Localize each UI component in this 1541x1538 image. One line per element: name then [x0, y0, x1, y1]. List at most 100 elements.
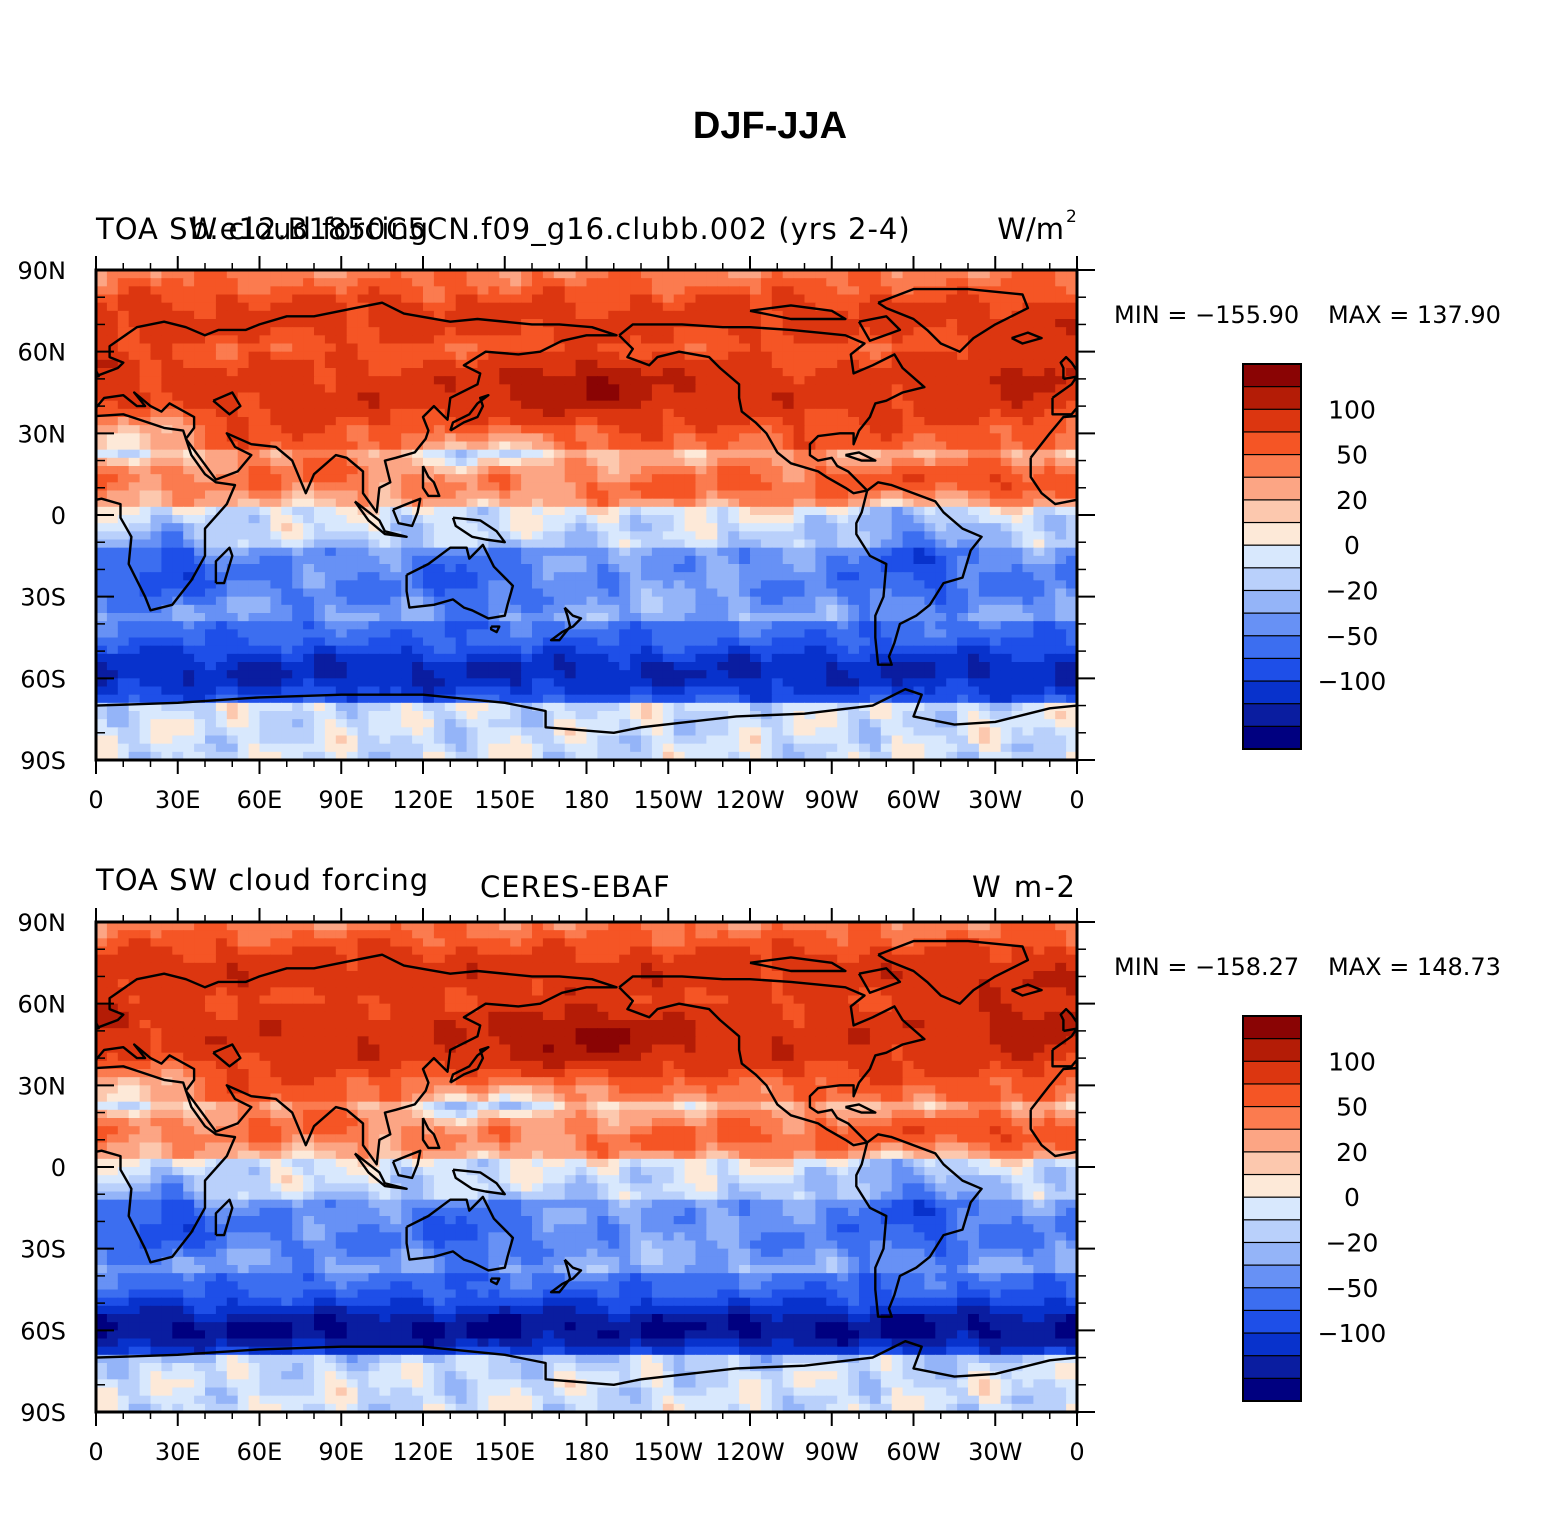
heatmap-cell [750, 645, 762, 655]
heatmap-cell [455, 596, 468, 606]
heatmap-cell [1055, 392, 1067, 402]
heatmap-cell [259, 629, 271, 639]
heatmap-cell [935, 506, 947, 516]
heatmap-cell [1000, 523, 1013, 532]
heatmap-cell [1033, 506, 1045, 516]
heatmap-cell [117, 498, 130, 508]
heatmap-cell [793, 294, 806, 304]
heatmap-cell [161, 547, 173, 557]
heatmap-cell [1055, 286, 1067, 296]
heatmap-cell [717, 327, 729, 336]
heatmap-cell [826, 515, 838, 524]
heatmap-cell [390, 474, 402, 483]
heatmap-cell [379, 678, 391, 688]
heatmap-cell [891, 702, 904, 712]
heatmap-cell [641, 572, 653, 581]
heatmap-cell [357, 702, 370, 712]
heatmap-cell [608, 417, 620, 426]
heatmap-cell [935, 376, 947, 385]
heatmap-cell [946, 310, 958, 320]
heatmap-cell [106, 645, 119, 655]
heatmap-cell [575, 547, 588, 557]
heatmap-cell [750, 580, 762, 590]
heatmap-cell [706, 523, 718, 532]
heatmap-cell [259, 368, 271, 377]
heatmap-cell [1022, 425, 1034, 434]
heatmap-cell [913, 686, 925, 696]
heatmap-cell [750, 662, 762, 671]
heatmap-cell [869, 678, 882, 688]
heatmap-cell [1033, 359, 1045, 369]
heatmap-cell [641, 702, 653, 712]
heatmap-cell [542, 686, 555, 696]
heatmap-cell [935, 286, 947, 296]
heatmap-cell [859, 711, 871, 720]
heatmap-cell [270, 686, 282, 696]
heatmap-cell [989, 302, 1002, 312]
heatmap-cell [859, 351, 871, 361]
heatmap-cell [379, 351, 391, 361]
heatmap-cell [673, 678, 686, 688]
heatmap-cell [150, 564, 162, 573]
heatmap-cell [477, 555, 489, 565]
heatmap-cell [619, 662, 631, 671]
heatmap-cell [804, 482, 816, 492]
heatmap-cell [117, 286, 130, 296]
heatmap-cell [205, 343, 217, 353]
heatmap-cell [248, 278, 261, 287]
heatmap-cell [1033, 547, 1045, 557]
heatmap-cell [183, 400, 195, 410]
heatmap-cell [869, 482, 882, 492]
heatmap-cell [226, 637, 239, 647]
heatmap-cell [989, 392, 1002, 402]
heatmap-cell [379, 523, 391, 532]
heatmap-cell [760, 580, 773, 590]
heatmap-cell [804, 392, 816, 402]
heatmap-cell [346, 596, 359, 606]
heatmap-cell [292, 376, 304, 385]
heatmap-cell [488, 466, 500, 475]
heatmap-cell [303, 523, 315, 532]
heatmap-cell [368, 506, 380, 516]
heatmap-cell [684, 294, 697, 304]
heatmap-cell [226, 719, 239, 728]
heatmap-cell [346, 613, 359, 622]
heatmap-cell [673, 621, 686, 630]
heatmap-cell [564, 547, 577, 557]
heatmap-cell [172, 359, 184, 369]
heatmap-cell [651, 302, 664, 312]
heatmap-cell [390, 294, 402, 304]
heatmap-cell [270, 670, 282, 679]
heatmap-cell [717, 408, 729, 418]
heatmap-cell [466, 449, 479, 459]
heatmap-cell [782, 694, 795, 704]
heatmap-cell [935, 694, 947, 704]
heatmap-cell [662, 376, 675, 385]
heatmap-cell [357, 662, 370, 671]
heatmap-cell [128, 441, 141, 451]
heatmap-cell [619, 343, 631, 353]
heatmap-cell [150, 629, 162, 639]
heatmap-cell [139, 441, 152, 451]
heatmap-cell [815, 564, 827, 573]
heatmap-cell [968, 604, 980, 614]
heatmap-cell [237, 588, 250, 598]
heatmap-cell [880, 490, 893, 500]
heatmap-cell [117, 327, 130, 336]
heatmap-cell [379, 310, 391, 320]
heatmap-cell [891, 564, 904, 573]
heatmap-cell [826, 310, 838, 320]
heatmap-cell [913, 327, 925, 336]
heatmap-cell [194, 376, 206, 385]
heatmap-cell [96, 278, 108, 287]
heatmap-cell [957, 368, 969, 377]
heatmap-cell [1011, 384, 1024, 394]
heatmap-cell [194, 653, 206, 663]
heatmap-cell [815, 539, 827, 549]
heatmap-cell [292, 604, 304, 614]
heatmap-cell [597, 547, 609, 557]
heatmap-cell [946, 555, 958, 565]
heatmap-cell [1033, 645, 1045, 655]
heatmap-cell [553, 686, 566, 696]
heatmap-cell [804, 621, 816, 630]
